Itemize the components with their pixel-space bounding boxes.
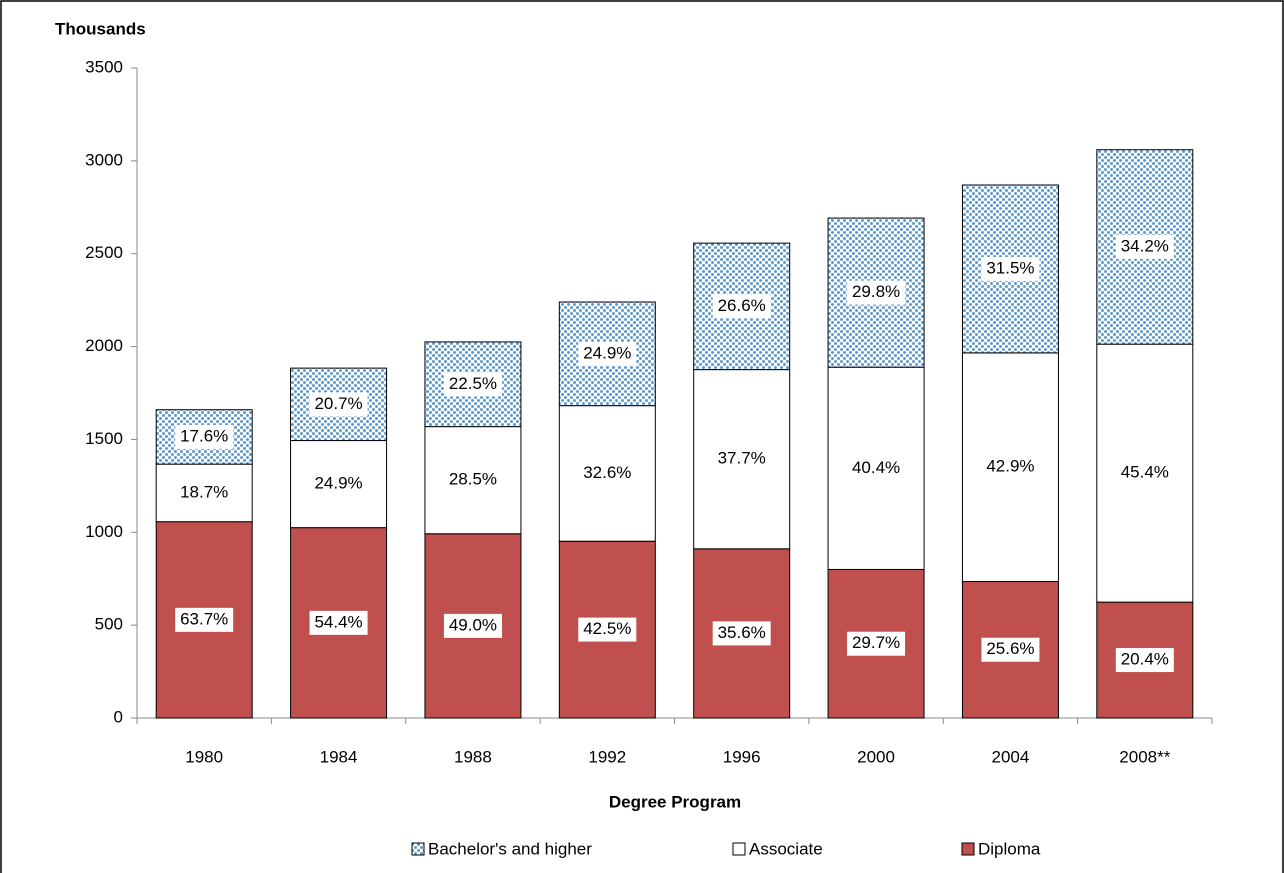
data-label: 34.2% [1121,236,1169,255]
x-axis-title: Degree Program [609,792,741,811]
x-tick-label: 1980 [185,747,223,766]
data-label: 18.7% [180,482,228,501]
data-label: 17.6% [180,426,228,445]
x-tick-label: 2004 [992,747,1030,766]
x-tick-label: 2008** [1119,747,1170,766]
bar-segment [827,366,925,570]
y-tick-label: 0 [114,707,123,726]
label-box [175,424,234,449]
data-label: 31.5% [986,258,1034,277]
label-box [981,256,1040,281]
data-label: 29.7% [852,633,900,652]
legend-swatch [411,842,425,856]
data-label: 25.6% [986,639,1034,658]
label-box [981,637,1040,662]
data-label: 42.5% [583,619,631,638]
y-tick-label: 2500 [85,243,123,262]
data-label: 40.4% [852,458,900,477]
label-box [847,280,906,305]
data-label: 20.4% [1121,650,1169,669]
y-tick-label: 3500 [85,57,123,76]
label-box [309,392,368,417]
legend-label: Associate [749,839,823,858]
x-tick-label: 1984 [320,747,358,766]
legend-label: Bachelor's and higher [428,839,592,858]
legend-swatch [961,842,975,856]
label-box [309,610,368,635]
bar-segment [961,352,1059,582]
data-label: 37.7% [718,449,766,468]
data-label: 26.6% [718,296,766,315]
data-label: 20.7% [314,394,362,413]
label-box [443,372,502,397]
legend-swatch [732,842,746,856]
data-label: 63.7% [180,609,228,628]
x-tick-label: 1992 [588,747,626,766]
y-tick-label: 3000 [85,150,123,169]
x-tick-label: 1988 [454,747,492,766]
bar-segment [1096,343,1194,603]
data-label: 45.4% [1121,463,1169,482]
label-box [712,621,771,646]
data-label: 32.6% [583,463,631,482]
label-box [712,294,771,319]
data-label: 49.0% [449,615,497,634]
label-box [578,341,637,366]
y-axis-title: Thousands [55,19,146,38]
label-box [175,607,234,632]
x-tick-label: 2000 [857,747,895,766]
label-box [847,631,906,656]
data-label: 22.5% [449,374,497,393]
label-box [443,613,502,638]
label-box [1115,648,1174,673]
y-tick-label: 500 [95,615,123,634]
bar-segment [155,463,253,523]
x-tick-label: 1996 [723,747,761,766]
data-label: 35.6% [718,623,766,642]
bar-segment [1096,149,1194,345]
data-label: 24.9% [583,343,631,362]
bar-segment [290,440,388,529]
bar-segment [693,369,791,550]
data-label: 54.4% [314,612,362,631]
bar-segment [558,405,656,542]
y-tick-label: 2000 [85,336,123,355]
y-tick-label: 1000 [85,522,123,541]
label-box [1115,234,1174,259]
data-label: 24.9% [314,474,362,493]
data-label: 42.9% [986,457,1034,476]
legend-label: Diploma [978,839,1041,858]
label-box [578,617,637,642]
data-label: 29.8% [852,282,900,301]
data-label: 28.5% [449,470,497,489]
bar-segment [424,426,522,535]
y-tick-label: 1500 [85,429,123,448]
